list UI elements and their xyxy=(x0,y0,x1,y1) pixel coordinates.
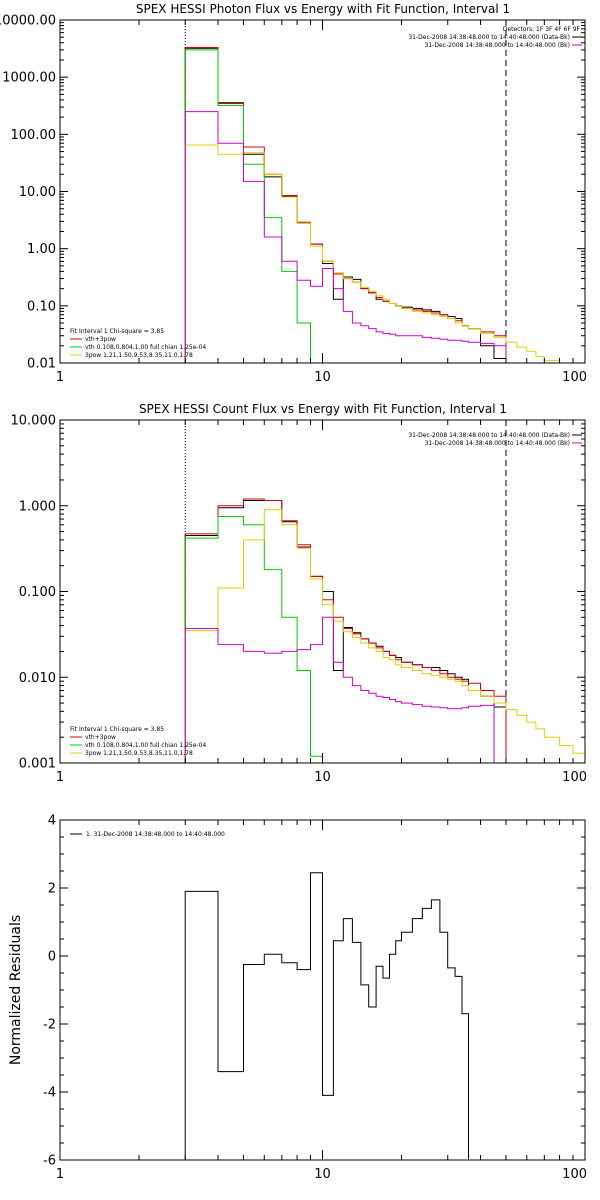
count-xtick-label: 100 xyxy=(562,770,587,785)
photon-ytick-label: 10.00 xyxy=(19,185,56,200)
residuals-plot-area xyxy=(184,872,469,1160)
photon-fit-model: vth+3pow xyxy=(85,336,116,343)
photon-xtick-label: 100 xyxy=(562,370,587,385)
count-flux-y-ticks: 0.001 0.010 0.100 1.000 10.000 xyxy=(11,414,585,772)
residual-ytick-label: 0 xyxy=(48,950,56,965)
residual-ytick-label: -4 xyxy=(43,1086,56,1101)
count-xtick-label: 10 xyxy=(314,770,331,785)
count-series-3 xyxy=(184,509,586,763)
count-ytick-label: 0.100 xyxy=(19,585,56,600)
residuals-legend-entry: 1. 31-Dec-2008 14:38:48.000 to 14:40:48.… xyxy=(86,831,225,838)
photon-ytick-label: 0.10 xyxy=(27,299,56,314)
count-series-1 xyxy=(184,498,507,763)
residuals-x-ticks: 1 10 100 xyxy=(56,820,587,1182)
photon-flux-fit-legend: Fit Interval 1 Chi-square = 3.85 vth+3po… xyxy=(70,328,206,359)
residual-ytick-label: -6 xyxy=(43,1154,56,1169)
count-ytick-label: 10.000 xyxy=(11,414,57,429)
residual-xtick-label: 100 xyxy=(562,1167,587,1182)
photon-flux-title: SPEX HESSI Photon Flux vs Energy with Fi… xyxy=(136,2,510,16)
count-series-2 xyxy=(184,516,323,763)
count-fit-vth: vth 0.108,0.804,1.00 full chian 1.25e-04 xyxy=(85,742,206,749)
photon-series-4 xyxy=(184,111,507,363)
count-flux-x-ticks: 1 10 100 xyxy=(56,420,587,785)
residuals-panel: -6 -4 -2 0 2 4 1 10 100 Normalized Residuals 1.… xyxy=(8,814,587,1183)
count-flux-info-legend: 31-Dec-2008 14:38:48.000 to 14:40:48.000… xyxy=(408,432,582,447)
photon-flux-panel: SPEX HESSI Photon Flux vs Energy with Fi… xyxy=(0,2,587,385)
residual-series-0 xyxy=(184,872,469,1160)
photon-flux-y-ticks: 0.01 0.10 1.00 10.00 100.00 1000.00 10000.00 xyxy=(0,14,585,372)
count-flux-panel: SPEX HESSI Count Flux vs Energy with Fit… xyxy=(11,402,588,785)
photon-series-1 xyxy=(184,47,507,363)
count-ytick-label: 1.000 xyxy=(19,499,56,514)
residuals-y-axis-label: Normalized Residuals xyxy=(8,915,24,1065)
photon-ytick-label: 1000.00 xyxy=(2,71,56,86)
count-xtick-label: 1 xyxy=(56,770,64,785)
residuals-legend: 1. 31-Dec-2008 14:38:48.000 to 14:40:48.… xyxy=(70,831,225,838)
count-series-4 xyxy=(184,616,506,764)
photon-flux-info-legend: Detectors: 1F 3F 4F 6F 9F 31-Dec-2008 14… xyxy=(408,26,582,49)
residual-xtick-label: 1 xyxy=(56,1167,64,1182)
count-flux-plot-area xyxy=(184,420,586,764)
photon-ytick-label: 0.01 xyxy=(27,357,56,372)
residual-ytick-label: -2 xyxy=(43,1018,56,1033)
count-bk-line: 31-Dec-2008 14:38:48.000 to 14:40:48.000… xyxy=(425,440,570,447)
photon-fit-vth: vth 0.108,0.804,1.00 full chian 1.25e-04 xyxy=(85,344,206,351)
photon-ytick-label: 10000.00 xyxy=(0,14,56,29)
photon-ytick-label: 1.00 xyxy=(27,242,56,257)
photon-bk-line: 31-Dec-2008 14:38:48.000 to 14:40:48.000… xyxy=(425,42,570,49)
photon-series-2 xyxy=(184,49,311,363)
photon-flux-x-ticks: 1 10 100 xyxy=(56,20,587,385)
photon-fit-3pow: 3pow 1.21,1.50,9.53,8.35,11.0,1.78 xyxy=(85,352,193,359)
photon-ytick-label: 100.00 xyxy=(11,128,57,143)
count-fit-interval: Fit Interval 1 Chi-square = 3.85 xyxy=(70,726,164,733)
photon-detectors-line: Detectors: 1F 3F 4F 6F 9F xyxy=(503,26,581,33)
photon-fit-interval: Fit Interval 1 Chi-square = 3.85 xyxy=(70,328,164,335)
count-ytick-label: 0.001 xyxy=(19,757,56,772)
count-fit-3pow: 3pow 1.21,1.50,9.53,8.35,11.0,1.78 xyxy=(85,750,193,757)
residual-ytick-label: 2 xyxy=(48,882,56,897)
photon-xtick-label: 10 xyxy=(314,370,331,385)
photon-xtick-label: 1 xyxy=(56,370,64,385)
count-flux-fit-legend: Fit Interval 1 Chi-square = 3.85 vth+3po… xyxy=(70,726,206,757)
count-flux-title: SPEX HESSI Count Flux vs Energy with Fit… xyxy=(139,402,507,416)
residuals-y-ticks: -6 -4 -2 0 2 4 xyxy=(43,814,585,1169)
residual-ytick-label: 4 xyxy=(48,814,56,829)
photon-data-bk-line: 31-Dec-2008 14:38:48.000 to 14:40:48.000… xyxy=(408,34,570,41)
photon-series-3 xyxy=(184,144,561,363)
photon-series-0 xyxy=(184,47,507,363)
count-ytick-label: 0.010 xyxy=(19,671,56,686)
residual-xtick-label: 10 xyxy=(314,1167,331,1182)
count-data-bk-line: 31-Dec-2008 14:38:48.000 to 14:40:48.000… xyxy=(408,432,570,439)
count-fit-model: vth+3pow xyxy=(85,734,116,741)
photon-flux-plot-area xyxy=(184,20,561,363)
